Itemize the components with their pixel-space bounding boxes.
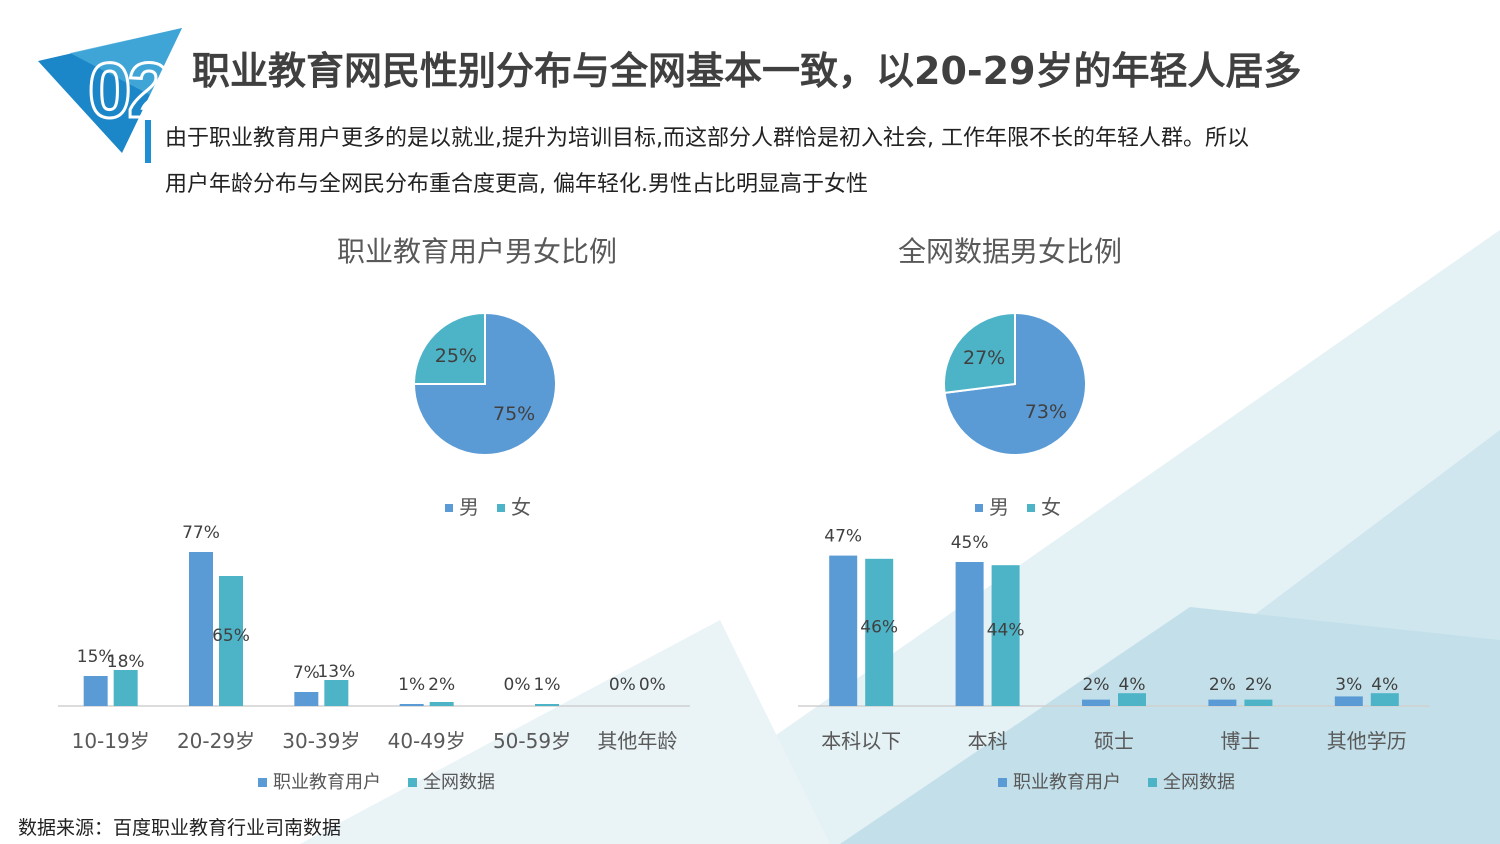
description-accent-bar bbox=[145, 120, 151, 163]
bar2-data-label: 2% bbox=[1209, 675, 1236, 695]
bar2-category-label: 硕士 bbox=[1094, 729, 1134, 753]
bar2-data-label: 47% bbox=[824, 527, 862, 547]
pie2-data-label: 73% bbox=[1025, 401, 1067, 423]
bar2-legend-swatch bbox=[998, 778, 1007, 787]
bar1-bar bbox=[535, 704, 559, 706]
bar2-category-label: 本科以下 bbox=[821, 729, 901, 753]
bar2-data-label: 45% bbox=[951, 533, 989, 553]
bar2-data-label: 3% bbox=[1335, 675, 1362, 695]
bar1-legend-label: 职业教育用户 bbox=[273, 772, 381, 793]
description-line-2: 用户年龄分布与全网民分布重合度更高, 偏年轻化.男性占比明显高于女性 bbox=[165, 172, 868, 197]
section-badge: 02 bbox=[38, 28, 182, 153]
pie1-data-label: 25% bbox=[435, 345, 477, 367]
bar2-bar bbox=[1208, 699, 1237, 706]
description-line-1: 由于职业教育用户更多的是以就业,提升为培训目标,而这部分人群恰是初入社会, 工作… bbox=[165, 126, 1249, 151]
bar1-legend-swatch bbox=[408, 778, 417, 787]
pie2-legend-label: 男 bbox=[989, 495, 1009, 519]
bar1-data-label: 7% bbox=[293, 663, 320, 683]
pie2-slice-女 bbox=[943, 311, 1016, 395]
pie2-legend-label: 女 bbox=[1041, 495, 1061, 519]
bar2-data-label: 2% bbox=[1083, 675, 1110, 695]
bar1-category-label: 50-59岁 bbox=[493, 729, 571, 753]
pie1-legend-label: 男 bbox=[459, 495, 479, 519]
bar1-legend-swatch bbox=[258, 778, 267, 787]
bar1-data-label: 1% bbox=[398, 675, 425, 695]
bar2-data-label: 44% bbox=[987, 621, 1025, 641]
bar1-bar bbox=[83, 676, 108, 706]
bar2-bar bbox=[829, 555, 858, 706]
bar2-bar bbox=[1082, 699, 1110, 706]
bar1-category-label: 40-49岁 bbox=[388, 729, 466, 753]
pie1-data-label: 75% bbox=[493, 403, 535, 425]
bar2-bar bbox=[1118, 693, 1146, 706]
pie-chart-2: 73% 27% 男 女 bbox=[943, 311, 1087, 519]
description: 由于职业教育用户更多的是以就业,提升为培训目标,而这部分人群恰是初入社会, 工作… bbox=[165, 116, 1415, 208]
pie-chart-2-title: 全网数据男女比例 bbox=[898, 235, 1123, 268]
bar1-bar bbox=[324, 680, 349, 706]
pie2-data-label: 27% bbox=[963, 347, 1005, 369]
pie1-legend-swatch bbox=[497, 504, 505, 512]
bar1-legend-label: 全网数据 bbox=[423, 772, 495, 793]
bar-chart-education: 47% 46% 本科以下 45% 44% 本科 2% 4% 硕士 2% 2% 博士 3% 4% 其他学历职业… bbox=[798, 527, 1430, 793]
bar1-bar bbox=[219, 576, 243, 706]
bar1-data-label: 0% bbox=[639, 675, 666, 695]
badge-number: 02 bbox=[88, 46, 168, 134]
bar2-category-label: 其他学历 bbox=[1327, 729, 1407, 753]
bar1-data-label: 1% bbox=[534, 675, 561, 695]
bar2-category-label: 博士 bbox=[1220, 729, 1260, 753]
bar2-data-label: 46% bbox=[860, 617, 898, 637]
bar1-data-label: 18% bbox=[107, 652, 145, 672]
bar2-category-label: 本科 bbox=[968, 729, 1008, 753]
bar1-bar bbox=[189, 552, 213, 706]
pie1-legend-swatch bbox=[445, 504, 453, 512]
bar2-bar bbox=[1334, 696, 1363, 706]
pie-chart-1-title: 职业教育用户男女比例 bbox=[337, 235, 618, 268]
bar1-data-label: 77% bbox=[182, 523, 220, 543]
pie2-legend-swatch bbox=[975, 504, 983, 512]
bar1-data-label: 13% bbox=[317, 662, 355, 682]
bar1-data-label: 0% bbox=[609, 675, 636, 695]
bar2-legend-label: 全网数据 bbox=[1163, 772, 1235, 793]
bar1-data-label: 15% bbox=[77, 647, 115, 667]
pie2-legend-swatch bbox=[1027, 504, 1035, 512]
bar2-legend-label: 职业教育用户 bbox=[1013, 772, 1121, 793]
bar1-data-label: 2% bbox=[428, 675, 455, 695]
bar1-data-label: 0% bbox=[504, 675, 531, 695]
bar2-data-label: 2% bbox=[1245, 675, 1272, 695]
bar2-bar bbox=[865, 558, 894, 706]
pie-chart-1: 75% 25% 男 女 bbox=[412, 311, 557, 519]
bar2-legend-swatch bbox=[1148, 778, 1157, 787]
bar2-data-label: 4% bbox=[1119, 675, 1146, 695]
bar2-data-label: 4% bbox=[1371, 675, 1398, 695]
bar1-category-label: 30-39岁 bbox=[282, 729, 360, 753]
page-title: 职业教育网民性别分布与全网基本一致，以20-29岁的年轻人居多 bbox=[192, 49, 1302, 93]
data-source: 数据来源：百度职业教育行业司南数据 bbox=[18, 817, 342, 839]
pie1-slice-女 bbox=[412, 311, 486, 385]
bar2-bar bbox=[955, 562, 984, 706]
bar2-bar bbox=[991, 565, 1020, 706]
bar1-bar bbox=[113, 670, 138, 706]
bar1-bar bbox=[399, 704, 424, 706]
bar1-category-label: 10-19岁 bbox=[72, 729, 150, 753]
bar1-bar bbox=[429, 702, 454, 706]
bar1-data-label: 65% bbox=[212, 626, 250, 646]
pie1-legend-label: 女 bbox=[511, 495, 531, 519]
bar1-bar bbox=[294, 692, 319, 706]
bar1-category-label: 20-29岁 bbox=[177, 729, 255, 753]
bar1-category-label: 其他年龄 bbox=[597, 729, 677, 753]
bar2-bar bbox=[1370, 693, 1399, 706]
bar2-bar bbox=[1244, 699, 1273, 706]
